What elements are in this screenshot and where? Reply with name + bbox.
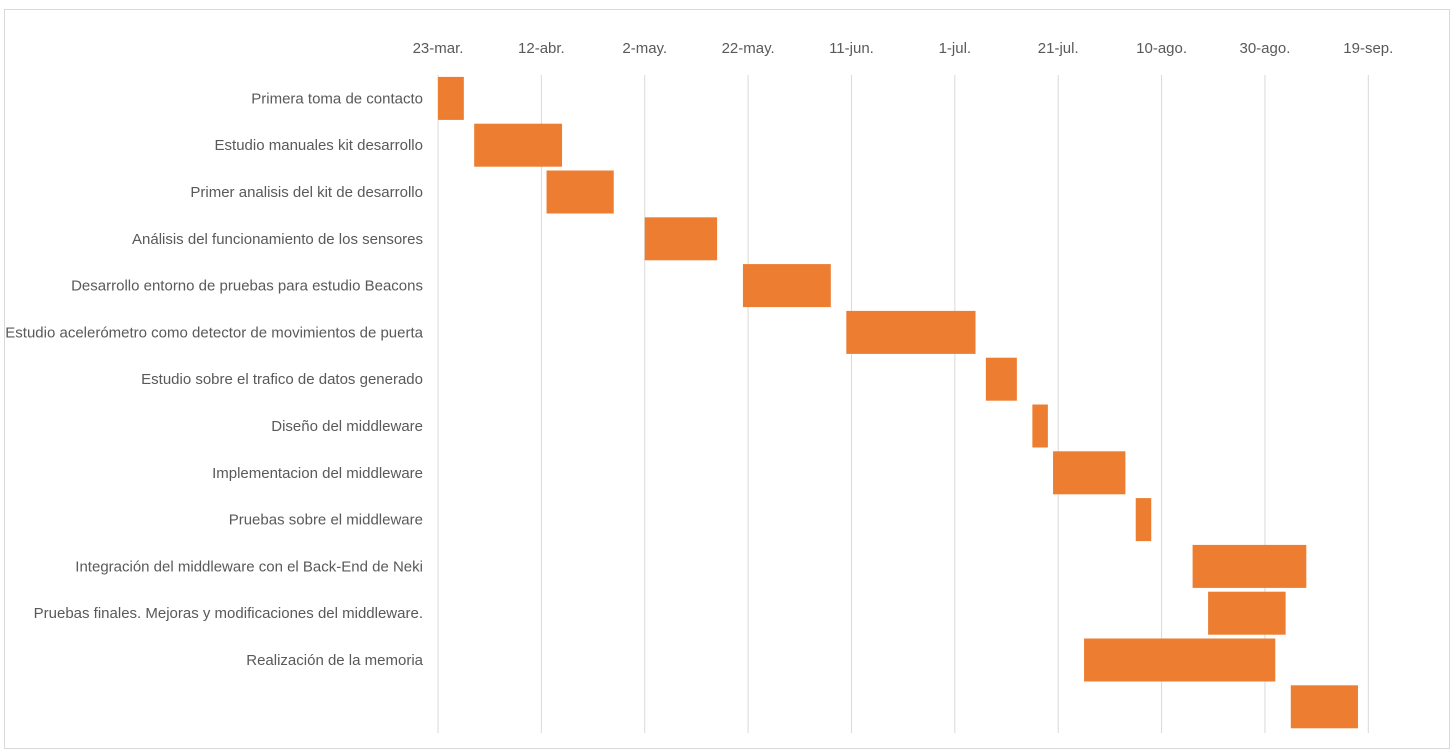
- task-bar: [986, 358, 1017, 401]
- x-tick-label: 2-may.: [622, 40, 667, 57]
- task-label: Estudio manuales kit desarrollo: [215, 137, 423, 154]
- task-bar: [743, 264, 831, 307]
- task-label: Primera toma de contacto: [251, 90, 423, 107]
- x-tick-label: 10-ago.: [1136, 40, 1187, 57]
- x-tick-label: 23-mar.: [413, 40, 464, 57]
- task-label: Desarrollo entorno de pruebas para estud…: [71, 278, 423, 295]
- task-bars: [438, 77, 1358, 728]
- task-label: Pruebas finales. Mejoras y modificacione…: [34, 605, 423, 622]
- task-bar: [1208, 592, 1286, 635]
- x-tick-label: 19-sep.: [1343, 40, 1393, 57]
- task-bar: [1136, 498, 1152, 541]
- x-tick-label: 22-may.: [722, 40, 775, 57]
- task-bar: [1193, 545, 1307, 588]
- task-label: Estudio sobre el trafico de datos genera…: [141, 371, 423, 388]
- x-tick-label: 1-jul.: [939, 40, 972, 57]
- task-label: Diseño del middleware: [271, 418, 423, 435]
- task-label: Realización de la memoria: [246, 652, 423, 669]
- task-label: Primer analisis del kit de desarrollo: [190, 184, 423, 201]
- x-axis-ticks: 23-mar. 12-abr. 2-may. 22-may. 11-jun. 1-jul.…: [413, 40, 1394, 57]
- task-label: Implementacion del middleware: [212, 465, 423, 482]
- task-bar: [1084, 639, 1275, 682]
- task-bar: [438, 77, 464, 120]
- task-bar: [1032, 405, 1048, 448]
- task-bar: [1291, 685, 1358, 728]
- x-tick-label: 21-jul.: [1038, 40, 1079, 57]
- x-tick-label: 11-jun.: [829, 40, 874, 57]
- x-tick-label: 12-abr.: [518, 40, 565, 57]
- task-bar: [1053, 451, 1125, 494]
- task-label: Integración del middleware con el Back-E…: [75, 558, 423, 575]
- task-bar: [846, 311, 975, 354]
- task-bar: [474, 124, 562, 167]
- task-bar: [645, 217, 717, 260]
- task-bar: [547, 171, 614, 214]
- task-labels: Primera toma de contacto Estudio manuales…: [5, 90, 423, 669]
- task-label: Pruebas sobre el middleware: [229, 512, 423, 529]
- task-label: Análisis del funcionamiento de los senso…: [132, 231, 423, 248]
- task-label: Estudio acelerómetro como detector de mo…: [5, 324, 423, 341]
- x-tick-label: 30-ago.: [1240, 40, 1291, 57]
